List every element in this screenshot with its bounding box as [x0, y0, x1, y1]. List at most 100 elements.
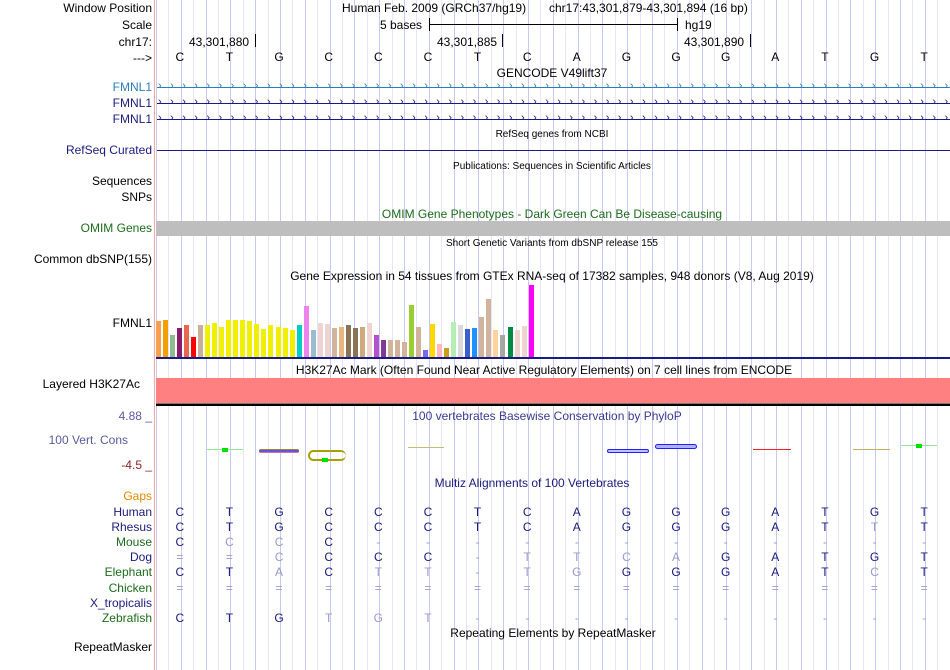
species-label[interactable]: Chicken — [108, 581, 152, 595]
gtex-bar[interactable] — [346, 325, 351, 357]
scale-bar — [429, 24, 678, 25]
gtex-bar[interactable] — [254, 324, 259, 357]
gencode-label-2[interactable]: FMNL1 — [112, 96, 152, 110]
sequences-label[interactable]: Sequences — [91, 174, 152, 188]
gtex-bar[interactable] — [233, 320, 238, 357]
h3k27ac-signal[interactable] — [156, 378, 950, 403]
gencode-transcript-1[interactable] — [157, 87, 950, 88]
species-label[interactable]: Zebrafish — [101, 611, 152, 625]
gtex-bar[interactable] — [493, 330, 498, 357]
gtex-bar[interactable] — [332, 328, 337, 357]
cons-label[interactable]: 100 Vert. Cons — [48, 433, 128, 447]
coord-tick-1: 43,301,880 — [189, 35, 250, 49]
gtex-bar[interactable] — [402, 342, 407, 357]
gtex-bar[interactable] — [184, 325, 189, 357]
gtex-bar[interactable] — [219, 327, 224, 357]
gtex-bar[interactable] — [212, 323, 217, 357]
gtex-bar[interactable] — [290, 330, 295, 357]
gtex-bar[interactable] — [444, 348, 449, 357]
gtex-bar[interactable] — [395, 340, 400, 357]
gtex-bar[interactable] — [297, 325, 302, 357]
alignment-base: T — [473, 520, 482, 534]
omim-label[interactable]: OMIM Genes — [80, 221, 152, 235]
gtex-bar[interactable] — [423, 350, 428, 357]
gtex-bar[interactable] — [367, 323, 372, 357]
gtex-bar[interactable] — [500, 335, 505, 357]
gtex-bar[interactable] — [409, 305, 414, 357]
gtex-bar[interactable] — [198, 325, 203, 357]
gtex-bar[interactable] — [325, 324, 330, 357]
gtex-bar[interactable] — [318, 323, 323, 357]
strand-arrow-icon: › — [158, 99, 162, 108]
gtex-bar[interactable] — [304, 306, 309, 357]
species-label[interactable]: Dog — [129, 550, 152, 564]
gtex-bar[interactable] — [522, 326, 527, 357]
gencode-label-1[interactable]: FMNL1 — [112, 80, 152, 94]
gtex-bar[interactable] — [163, 320, 168, 357]
gtex-bar[interactable] — [360, 327, 365, 357]
gtex-bar[interactable] — [261, 329, 266, 357]
gtex-bar[interactable] — [515, 330, 520, 357]
gtex-bar[interactable] — [353, 328, 358, 357]
h3k27ac-label[interactable]: Layered H3K27Ac — [42, 377, 140, 391]
refseq-label[interactable]: RefSeq Curated — [65, 143, 152, 157]
refseq-transcript[interactable] — [157, 150, 950, 151]
gtex-bar[interactable] — [268, 325, 273, 357]
gtex-bar[interactable] — [247, 321, 252, 357]
gencode-label-3[interactable]: FMNL1 — [112, 112, 152, 126]
gtex-bar[interactable] — [374, 335, 379, 357]
alignment-base: C — [423, 550, 433, 564]
gtex-bar[interactable] — [451, 322, 456, 357]
strand-arrow-icon: › — [436, 99, 440, 108]
snps-label[interactable]: SNPs — [121, 190, 152, 204]
species-label[interactable]: Mouse — [115, 535, 152, 549]
repeatmasker-label[interactable]: RepeatMasker — [73, 640, 152, 654]
gtex-label[interactable]: FMNL1 — [112, 316, 152, 330]
gtex-bar[interactable] — [486, 299, 491, 357]
gaps-label[interactable]: Gaps — [123, 489, 152, 503]
gridline — [168, 0, 169, 670]
gtex-bar[interactable] — [465, 329, 470, 357]
gtex-bar[interactable] — [276, 327, 281, 357]
gtex-bar[interactable] — [240, 320, 245, 357]
gtex-bar[interactable] — [458, 325, 463, 357]
species-label[interactable]: X_tropicalis — [89, 596, 152, 610]
gtex-bar[interactable] — [283, 328, 288, 357]
gridline — [813, 0, 814, 670]
gtex-bar[interactable] — [156, 321, 161, 357]
strand-arrow-icon: › — [351, 83, 356, 92]
gtex-bar[interactable] — [311, 330, 316, 357]
strand-arrow-icon: › — [569, 83, 574, 92]
strand-arrow-icon: › — [521, 99, 525, 108]
omim-gene-bar[interactable] — [156, 221, 950, 236]
gencode-transcript-3[interactable] — [157, 119, 950, 120]
strand-arrow-icon: › — [605, 99, 610, 108]
strand-arrow-icon: › — [859, 99, 864, 108]
gtex-bar[interactable] — [381, 340, 386, 357]
gtex-bar[interactable] — [226, 320, 231, 357]
gtex-bar[interactable] — [339, 327, 344, 357]
strand-arrow-icon: › — [763, 99, 767, 108]
species-label[interactable]: Elephant — [104, 565, 152, 579]
dbsnp-label[interactable]: Common dbSNP(155) — [33, 252, 152, 266]
strand-arrow-icon: › — [605, 83, 610, 92]
alignment-base: = — [325, 581, 333, 595]
gtex-bar[interactable] — [479, 317, 484, 357]
strand-arrow-icon: › — [400, 99, 404, 108]
gtex-bar[interactable] — [170, 335, 175, 357]
species-label[interactable]: Rhesus — [111, 520, 152, 534]
strand-arrow-icon: › — [847, 83, 852, 92]
phylop-title: 100 vertebrates Basewise Conservation by… — [412, 409, 682, 423]
gencode-transcript-2[interactable] — [157, 103, 950, 104]
gtex-bar[interactable] — [388, 340, 393, 357]
gtex-bar[interactable] — [430, 324, 435, 357]
gtex-bar[interactable] — [472, 328, 477, 357]
gtex-bar[interactable] — [416, 327, 421, 357]
gtex-bar[interactable] — [437, 344, 442, 357]
gtex-bar[interactable] — [529, 285, 534, 357]
gtex-bar[interactable] — [191, 337, 196, 357]
gtex-bar[interactable] — [205, 325, 210, 357]
gtex-bar[interactable] — [508, 327, 513, 357]
species-label[interactable]: Human — [113, 505, 152, 519]
gtex-bar[interactable] — [177, 328, 182, 357]
